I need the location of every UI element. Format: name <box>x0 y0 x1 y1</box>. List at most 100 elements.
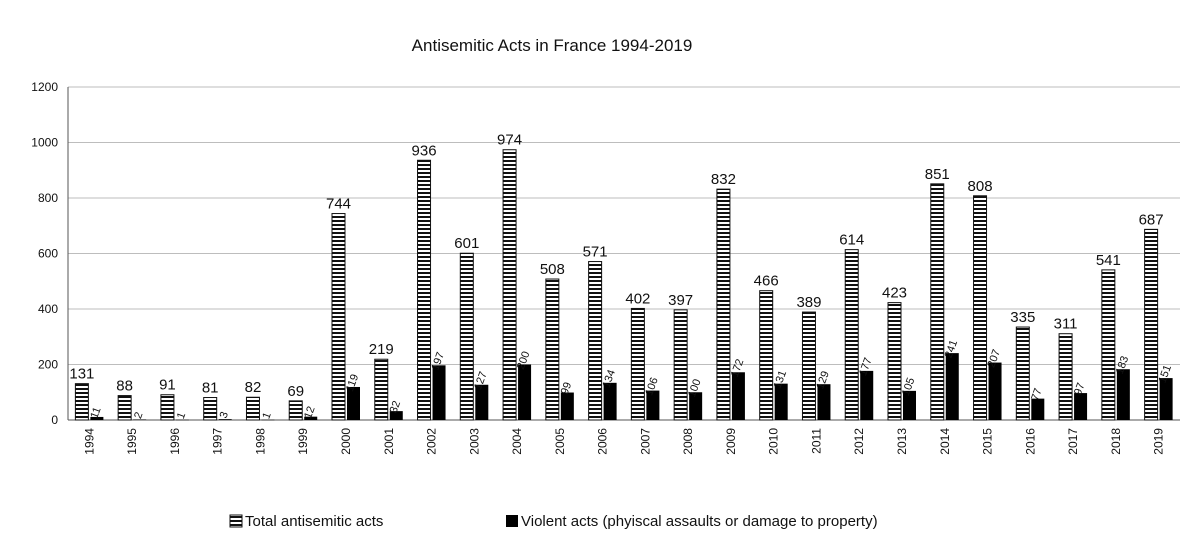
x-tick-label: 2001 <box>382 428 396 455</box>
bar-total <box>973 195 988 421</box>
data-label-total: 974 <box>497 132 522 149</box>
gridlines <box>67 86 1180 421</box>
data-label-total: 397 <box>668 292 693 309</box>
data-label-violent: 131 <box>772 369 790 390</box>
bar-total <box>374 358 389 421</box>
data-label-violent: 200 <box>515 350 533 371</box>
bar-violent <box>603 382 617 420</box>
bar-violent <box>860 370 874 420</box>
bar-total <box>801 311 816 421</box>
bar-violent <box>347 386 360 420</box>
data-label-total: 936 <box>412 142 437 159</box>
bar-violent <box>304 416 318 420</box>
data-label-total: 508 <box>540 261 565 278</box>
data-label-total: 744 <box>326 196 351 213</box>
data-label-violent: 106 <box>643 376 661 397</box>
bar-total <box>459 252 474 421</box>
data-label-violent: 207 <box>985 348 1003 369</box>
data-label-violent: 99 <box>559 381 574 397</box>
x-tick-label: 1997 <box>211 428 225 455</box>
data-label-total: 91 <box>159 377 176 394</box>
data-label-total: 851 <box>925 166 950 183</box>
data-label-total: 69 <box>287 383 304 400</box>
bar-total <box>588 261 603 421</box>
bar-violent <box>945 353 959 420</box>
data-label-total: 832 <box>711 171 736 188</box>
data-label-violent: 151 <box>1157 363 1175 384</box>
bar-violent <box>261 419 275 421</box>
bar-violent <box>646 390 660 420</box>
bar-violent <box>903 390 916 420</box>
x-tick-label: 1995 <box>125 428 139 455</box>
x-tick-label: 2011 <box>809 428 823 454</box>
x-tick-label: 2014 <box>938 428 952 455</box>
data-label-total: 389 <box>796 294 821 311</box>
bar-total <box>887 302 902 421</box>
bar-total <box>1015 326 1030 421</box>
data-label-total: 335 <box>1010 309 1035 326</box>
bar-total <box>288 400 303 421</box>
legend-swatch-violent <box>506 515 518 527</box>
data-label-total: 402 <box>625 290 650 307</box>
y-axis-ticks: 0 200 400 600 800 1000 1200 <box>31 80 58 427</box>
data-label-total: 601 <box>454 235 479 252</box>
bar-violent <box>218 419 232 420</box>
x-tick-label: 2000 <box>339 428 353 455</box>
bar-violent <box>1159 378 1173 420</box>
y-tick-label: 200 <box>38 358 58 372</box>
data-label-total: 131 <box>69 366 94 383</box>
x-tick-label: 2004 <box>510 428 524 455</box>
x-axis-ticks: 1994 1995 1996 1997 1998 1999 2000 2001 2002 2003… <box>82 428 1165 455</box>
bar-total <box>759 290 774 421</box>
data-label-violent: 100 <box>686 378 704 399</box>
x-tick-label: 2005 <box>553 428 567 455</box>
data-label-total: 219 <box>369 341 394 358</box>
data-label-violent: 105 <box>900 376 918 397</box>
bar-violent <box>432 365 446 420</box>
bar-total <box>1101 269 1116 421</box>
bar-total <box>203 397 218 421</box>
bar-violent <box>389 411 403 420</box>
data-label-violent: 183 <box>1114 355 1132 376</box>
x-tick-label: 2019 <box>1152 428 1166 455</box>
bar-violent <box>90 416 104 420</box>
x-tick-label: 2015 <box>981 428 995 455</box>
x-tick-label: 2013 <box>895 428 909 455</box>
x-tick-label: 1998 <box>253 428 267 455</box>
y-tick-label: 1200 <box>31 80 58 94</box>
data-label-total: 614 <box>839 232 864 249</box>
bar-violent <box>817 384 831 420</box>
y-tick-label: 600 <box>38 247 58 261</box>
data-label-total: 88 <box>116 378 133 395</box>
data-label-violent: 11 <box>88 406 103 421</box>
bar-violent <box>560 392 574 420</box>
data-label-violent: 12 <box>302 405 317 421</box>
x-tick-label: 1994 <box>82 428 96 455</box>
data-label-violent: 77 <box>1029 387 1044 403</box>
data-label-total: 81 <box>202 380 219 397</box>
bar-violent <box>175 419 189 421</box>
bar-total <box>630 307 645 421</box>
bar-violent <box>518 364 532 420</box>
bar-violent <box>1074 393 1088 420</box>
x-tick-label: 2007 <box>638 428 652 455</box>
bar-total <box>117 395 132 421</box>
bar-total <box>545 278 560 421</box>
bar-violent <box>774 383 788 420</box>
bar-total <box>417 159 432 421</box>
bars <box>74 149 1173 421</box>
data-label-violent: 177 <box>857 356 875 377</box>
data-label-violent: 134 <box>601 368 619 389</box>
bar-violent <box>133 419 147 420</box>
y-tick-label: 800 <box>38 191 58 205</box>
bar-total <box>160 394 175 421</box>
legend-swatch-total <box>229 514 243 528</box>
x-tick-label: 2009 <box>724 428 738 455</box>
data-label-total: 82 <box>245 379 262 396</box>
bar-violent <box>1031 398 1045 420</box>
x-tick-label: 2003 <box>467 428 481 455</box>
data-label-violent: 1 <box>175 411 188 421</box>
bar-total <box>673 309 688 421</box>
legend: Total antisemitic acts Violent acts (phy… <box>229 513 878 530</box>
x-tick-label: 1999 <box>296 428 310 455</box>
